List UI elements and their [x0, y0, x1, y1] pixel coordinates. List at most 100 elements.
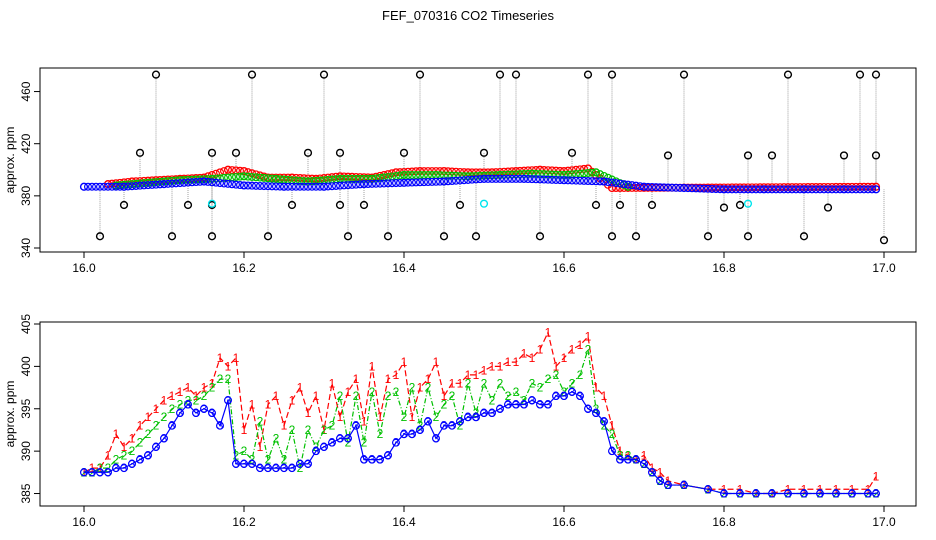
- x-tick-label: 16.2: [232, 515, 256, 529]
- point-2: [511, 170, 520, 179]
- point-2: [396, 171, 405, 180]
- x-tick-label: 16.0: [72, 515, 96, 529]
- point-3: [180, 178, 189, 187]
- marker-label: 2: [153, 419, 160, 433]
- marker-circle: [703, 485, 712, 494]
- point-2: [508, 170, 517, 179]
- marker-label: 1: [513, 355, 520, 369]
- point-1: [543, 166, 552, 175]
- point-3: [304, 182, 313, 191]
- point-3: [543, 175, 552, 184]
- point-1: [859, 182, 868, 191]
- point-2: [316, 176, 325, 185]
- point-3: [228, 180, 237, 189]
- point-1: [795, 183, 804, 192]
- point-outliers: [719, 203, 729, 212]
- point-outliers: [591, 200, 601, 210]
- marker-label: 1: [345, 385, 352, 399]
- point-3: [119, 182, 129, 191]
- marker-label: 1: [553, 359, 560, 373]
- marker-label: 1: [393, 368, 400, 382]
- marker-label: 3: [521, 398, 528, 412]
- marker-circle: [224, 396, 233, 405]
- point-3: [567, 176, 576, 185]
- marker-label: 2: [593, 402, 600, 416]
- point-outliers: [439, 232, 449, 241]
- point-outliers: [615, 200, 625, 210]
- marker-label: 3: [497, 402, 504, 416]
- point-3: [264, 182, 273, 191]
- marker-circle: [280, 464, 289, 473]
- marker-circle: [344, 434, 353, 443]
- marker-label: 1: [489, 359, 496, 373]
- point-3: [312, 182, 321, 191]
- marker-circle: [639, 459, 648, 468]
- marker-label: 3: [609, 444, 616, 458]
- point-2: [296, 176, 305, 185]
- point-2: [192, 175, 201, 184]
- point-3: [743, 185, 752, 194]
- point-2: [539, 170, 548, 179]
- marker-circle: [152, 442, 161, 451]
- point-2: [364, 174, 373, 183]
- point-2: [531, 169, 540, 178]
- marker-label: 1: [417, 381, 424, 395]
- marker-label: 1: [833, 482, 840, 496]
- marker-label: 1: [537, 342, 544, 356]
- marker-label: 3: [481, 406, 488, 420]
- point-3: [83, 182, 92, 191]
- marker-label: 3: [401, 427, 408, 441]
- point-1: [103, 180, 113, 189]
- point-outliers: [743, 232, 753, 241]
- point-3: [460, 176, 469, 185]
- marker-label: 2: [193, 393, 200, 407]
- marker-label: 3: [329, 436, 336, 450]
- point-3: [603, 178, 612, 187]
- marker-label: 3: [593, 406, 600, 420]
- point-3: [352, 180, 361, 189]
- point-3: [763, 185, 772, 194]
- marker-label: 3: [233, 457, 240, 471]
- marker-label: 3: [313, 444, 320, 458]
- marker-label: 3: [569, 385, 576, 399]
- point-2: [136, 179, 145, 188]
- marker-label: 1: [473, 368, 480, 382]
- marker-label: 2: [449, 389, 456, 403]
- marker-circle: [304, 459, 313, 468]
- point-3: [95, 182, 104, 191]
- point-3: [747, 185, 756, 194]
- point-outliers: [247, 70, 257, 79]
- point-3: [224, 179, 233, 188]
- marker-circle: [496, 404, 505, 413]
- y-tick-label: 395: [19, 398, 33, 418]
- point-3: [615, 179, 624, 188]
- point-1: [119, 178, 128, 187]
- point-3: [232, 180, 241, 189]
- marker-label: 2: [393, 385, 400, 399]
- point-3: [659, 183, 668, 192]
- point-3: [639, 182, 649, 191]
- marker-label: 1: [649, 461, 656, 475]
- point-3: [220, 179, 229, 188]
- point-3: [328, 182, 337, 191]
- point-outliers: [479, 148, 489, 157]
- marker-label: 1: [425, 372, 432, 386]
- marker-label: 2: [121, 448, 128, 462]
- point-1: [304, 174, 313, 183]
- marker-label: 1: [177, 385, 184, 399]
- marker-circle: [240, 459, 249, 468]
- marker-label: 3: [633, 453, 640, 467]
- point-3: [755, 185, 764, 194]
- point-3: [547, 175, 556, 184]
- point-2: [599, 171, 608, 180]
- marker-circle: [519, 400, 528, 409]
- marker-label: 3: [441, 419, 448, 433]
- point-2: [312, 176, 321, 185]
- marker-label: 3: [353, 419, 360, 433]
- marker-label: 1: [105, 448, 112, 462]
- marker-label: 2: [609, 427, 616, 441]
- point-3: [204, 177, 213, 186]
- series-line-1: [83, 330, 877, 495]
- point-3: [428, 177, 437, 186]
- marker-circle: [488, 409, 497, 418]
